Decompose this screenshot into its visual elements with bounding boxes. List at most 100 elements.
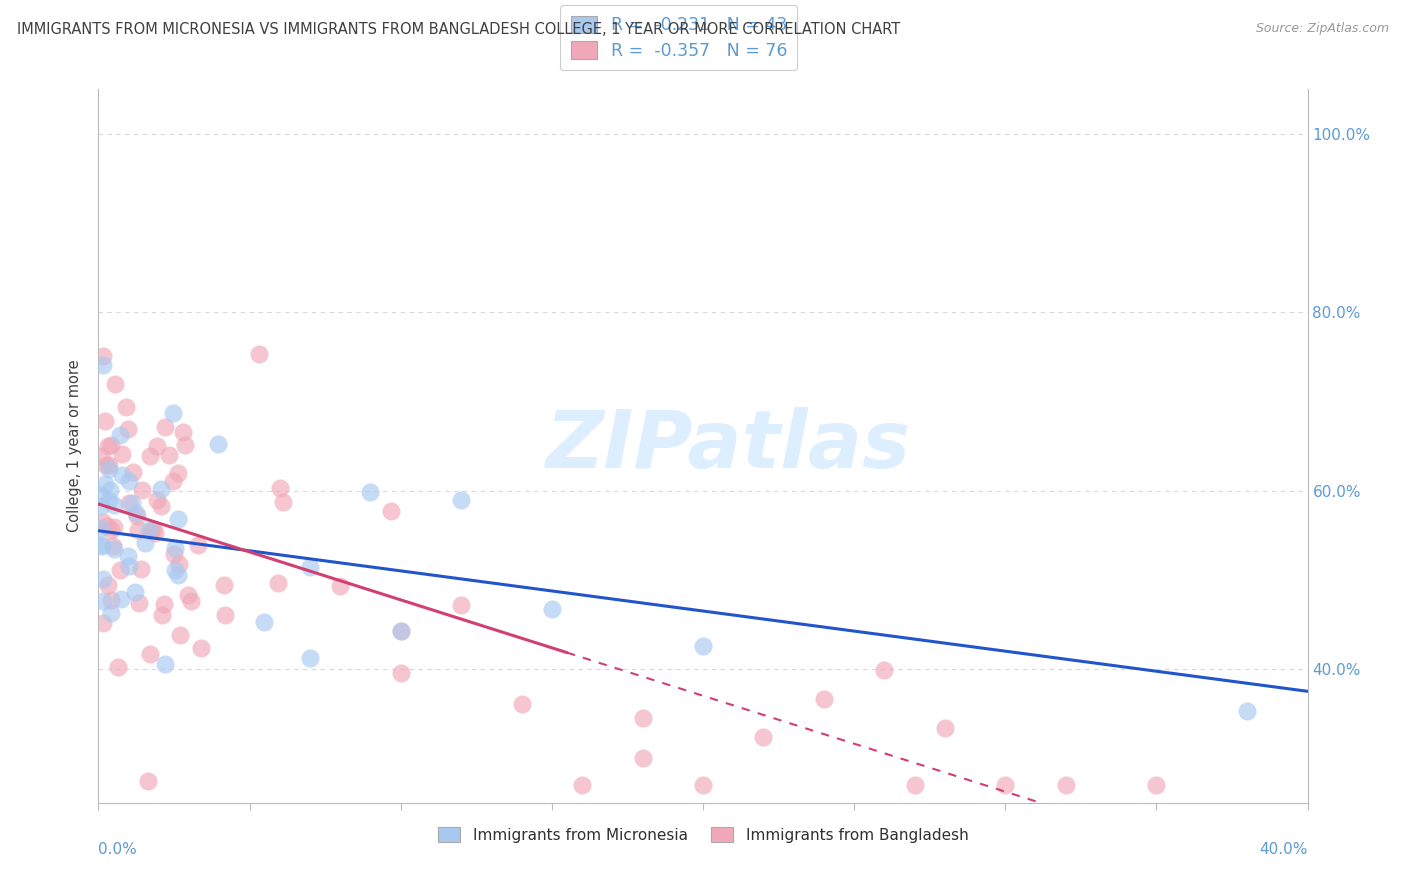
Point: [540, 602, 562, 616]
Text: Source: ZipAtlas.com: Source: ZipAtlas.com: [1256, 22, 1389, 36]
Point: [190, 641, 212, 656]
Point: [98, 462, 121, 476]
Point: [96, 519, 118, 533]
Point: [124, 585, 146, 599]
Point: [94, 477, 117, 491]
Point: [167, 466, 190, 480]
Point: [267, 575, 290, 590]
Point: [166, 567, 188, 582]
Point: [98, 492, 121, 507]
Point: [1236, 704, 1258, 718]
Point: [145, 439, 167, 453]
Point: [100, 592, 122, 607]
Point: [150, 608, 173, 623]
Point: [187, 538, 209, 552]
Point: [131, 483, 153, 497]
Text: 0.0%: 0.0%: [98, 842, 138, 856]
Point: [139, 524, 162, 539]
Point: [134, 536, 156, 550]
Point: [103, 520, 125, 534]
Point: [360, 485, 382, 500]
Point: [93, 414, 115, 428]
Point: [172, 425, 194, 440]
Point: [162, 406, 184, 420]
Point: [128, 596, 150, 610]
Point: [153, 597, 176, 611]
Point: [122, 465, 145, 479]
Point: [111, 468, 134, 483]
Point: [299, 559, 322, 574]
Point: [692, 640, 714, 654]
Point: [118, 474, 141, 488]
Point: [90, 538, 112, 552]
Point: [631, 711, 654, 725]
Point: [149, 499, 172, 513]
Point: [101, 539, 124, 553]
Point: [157, 448, 180, 462]
Text: ZIPatlas: ZIPatlas: [544, 407, 910, 485]
Point: [167, 557, 190, 571]
Point: [692, 778, 714, 792]
Point: [127, 523, 149, 537]
Point: [813, 692, 835, 706]
Point: [138, 524, 160, 538]
Point: [510, 698, 533, 712]
Point: [380, 503, 402, 517]
Point: [904, 778, 927, 792]
Point: [90, 488, 112, 502]
Point: [299, 650, 322, 665]
Point: [118, 495, 141, 509]
Point: [111, 447, 134, 461]
Point: [180, 594, 202, 608]
Point: [214, 608, 236, 623]
Point: [110, 563, 132, 577]
Point: [91, 349, 114, 363]
Point: [269, 481, 291, 495]
Point: [90, 521, 112, 535]
Point: [752, 731, 775, 745]
Point: [450, 598, 472, 612]
Point: [118, 558, 141, 573]
Point: [169, 628, 191, 642]
Point: [162, 474, 184, 488]
Point: [153, 419, 176, 434]
Point: [173, 438, 195, 452]
Point: [100, 606, 122, 620]
Point: [149, 482, 172, 496]
Point: [146, 493, 169, 508]
Text: 40.0%: 40.0%: [1260, 842, 1308, 856]
Point: [163, 547, 186, 561]
Point: [110, 591, 132, 606]
Point: [103, 377, 125, 392]
Point: [142, 522, 165, 536]
Point: [177, 587, 200, 601]
Point: [91, 616, 114, 631]
Point: [138, 773, 160, 788]
Point: [167, 512, 190, 526]
Point: [271, 495, 294, 509]
Point: [1144, 778, 1167, 792]
Point: [117, 422, 139, 436]
Legend: Immigrants from Micronesia, Immigrants from Bangladesh: Immigrants from Micronesia, Immigrants f…: [432, 821, 974, 848]
Point: [98, 483, 121, 497]
Y-axis label: College, 1 year or more: College, 1 year or more: [67, 359, 83, 533]
Point: [873, 663, 896, 677]
Point: [389, 624, 412, 638]
Text: IMMIGRANTS FROM MICRONESIA VS IMMIGRANTS FROM BANGLADESH COLLEGE, 1 YEAR OR MORE: IMMIGRANTS FROM MICRONESIA VS IMMIGRANTS…: [17, 22, 900, 37]
Point: [121, 496, 143, 510]
Point: [247, 347, 270, 361]
Point: [90, 449, 112, 463]
Point: [90, 499, 112, 513]
Point: [329, 579, 352, 593]
Point: [571, 778, 593, 792]
Point: [96, 458, 118, 472]
Point: [1054, 778, 1077, 792]
Point: [117, 549, 139, 564]
Point: [108, 428, 131, 442]
Point: [143, 526, 166, 541]
Point: [163, 563, 186, 577]
Point: [115, 401, 138, 415]
Point: [91, 572, 114, 586]
Point: [139, 450, 162, 464]
Point: [389, 624, 412, 638]
